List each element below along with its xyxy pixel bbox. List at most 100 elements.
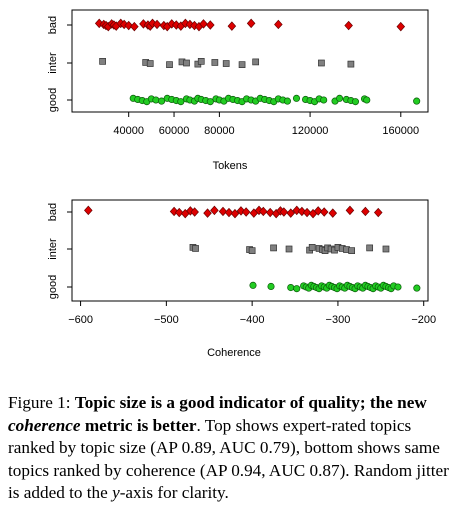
y-tick-label-inter: inter [47, 238, 59, 260]
data-point-good [293, 285, 301, 293]
data-point-inter [308, 244, 316, 251]
x-tick-label: 80000 [204, 125, 235, 137]
data-point-inter [222, 60, 230, 67]
data-point-inter [211, 59, 219, 66]
data-point-inter [99, 57, 106, 65]
y-tick-label-good: good [47, 275, 59, 299]
data-point-bad [124, 20, 133, 31]
data-point-inter [166, 61, 173, 69]
x-tick-label: −200 [411, 314, 436, 326]
data-point-inter [348, 247, 356, 254]
data-point-good [283, 97, 291, 105]
data-point-good [267, 282, 275, 291]
data-point-bad [373, 207, 383, 218]
data-point-good [413, 97, 421, 105]
data-point-good [394, 283, 402, 291]
data-point-bad [292, 205, 302, 216]
caption-bold: Topic size is a good indicator of qualit… [8, 393, 427, 435]
x-tick-label: 60000 [159, 125, 190, 137]
caption-bold-text: Topic size is a good indicator of qualit… [74, 393, 427, 412]
data-point-bad [227, 21, 237, 31]
x-axis-label: Tokens [213, 160, 248, 172]
data-point-bad [84, 205, 93, 216]
data-point-bad [246, 18, 256, 29]
data-point-bad [241, 207, 251, 217]
data-point-bad [174, 207, 184, 218]
data-point-bad [259, 206, 268, 217]
data-point-good [206, 98, 214, 106]
y-tick-label-bad: bad [47, 16, 59, 34]
caption-rest-1: . Top shows expert-rated topics ranked b… [8, 415, 449, 503]
data-point-good [413, 284, 421, 292]
plot-frame [71, 199, 429, 302]
data-point-inter [192, 245, 199, 252]
data-point-bad [279, 207, 289, 217]
data-point-inter [252, 58, 260, 66]
x-tick-label: 120000 [292, 125, 329, 137]
data-point-bad [199, 19, 208, 29]
data-point-inter [285, 245, 293, 253]
data-point-good [158, 97, 166, 105]
data-point-inter [270, 244, 277, 252]
x-tick-label: −600 [68, 314, 93, 326]
data-point-inter [366, 244, 374, 252]
figure: good inter bad 40000 60000 80000 120000 160000 T… [47, 9, 436, 359]
data-point-bad [224, 207, 234, 218]
data-point-inter [238, 61, 246, 69]
data-point-inter [248, 247, 256, 254]
caption-lead: Figure 1: [8, 393, 75, 412]
data-point-inter [318, 59, 325, 67]
data-point-bad [328, 208, 338, 218]
y-tick-label-bad: bad [47, 203, 59, 221]
data-point-bad [218, 206, 228, 217]
data-point-bad [152, 19, 162, 30]
x-axis-label: Coherence [207, 347, 261, 359]
chart-panel-1: good inter bad 40000 60000 80000 120000 160000 T… [47, 9, 429, 172]
data-point-bad [319, 207, 329, 217]
data-point-inter [146, 60, 154, 67]
data-point-good [292, 94, 301, 102]
data-point-good [320, 96, 328, 104]
caption-rest-2: -axis for clarity. [119, 483, 229, 502]
data-point-good [336, 94, 344, 102]
data-point-bad [190, 207, 199, 217]
data-point-bad [265, 207, 275, 218]
data-point-bad [344, 20, 353, 31]
y-tick-label-inter: inter [47, 52, 59, 74]
data-point-bad [210, 205, 219, 216]
caption-bold-italic: coherence [8, 415, 81, 435]
data-point-bad [206, 20, 215, 30]
data-point-bad [313, 206, 323, 216]
data-point-bad [203, 208, 212, 218]
data-point-bad [345, 205, 355, 216]
data-point-bad [274, 19, 283, 30]
data-point-good [351, 98, 359, 106]
x-tick-label: −400 [240, 314, 265, 326]
chart-panel-2: good inter bad −600 −500 −400 −300 −200 Coherenc… [47, 199, 436, 359]
data-point-good [177, 98, 185, 106]
data-point-bad [286, 208, 296, 218]
x-tick-label: 40000 [113, 125, 144, 137]
data-point-bad [230, 208, 240, 219]
data-point-good [249, 281, 257, 289]
x-tick-label: −300 [326, 314, 351, 326]
caption-var: y [112, 483, 120, 502]
data-point-inter [183, 59, 190, 67]
figure-caption: Figure 1: Topic size is a good indicator… [8, 392, 458, 505]
data-point-inter [347, 60, 355, 68]
x-tick-label: −500 [154, 314, 179, 326]
data-point-bad [130, 21, 139, 32]
data-point-bad [361, 206, 370, 217]
data-point-good [363, 96, 371, 104]
data-point-bad [169, 206, 179, 217]
data-point-good [152, 96, 160, 104]
x-tick-label: 160000 [382, 125, 419, 137]
y-tick-label-good: good [47, 88, 59, 112]
data-point-inter [382, 245, 390, 253]
data-point-bad [396, 21, 406, 32]
data-point-good [287, 283, 295, 292]
caption-bold-end: metric is better [80, 415, 197, 435]
data-point-bad [302, 207, 312, 218]
data-point-inter [197, 57, 205, 65]
plot-frame [71, 9, 429, 113]
